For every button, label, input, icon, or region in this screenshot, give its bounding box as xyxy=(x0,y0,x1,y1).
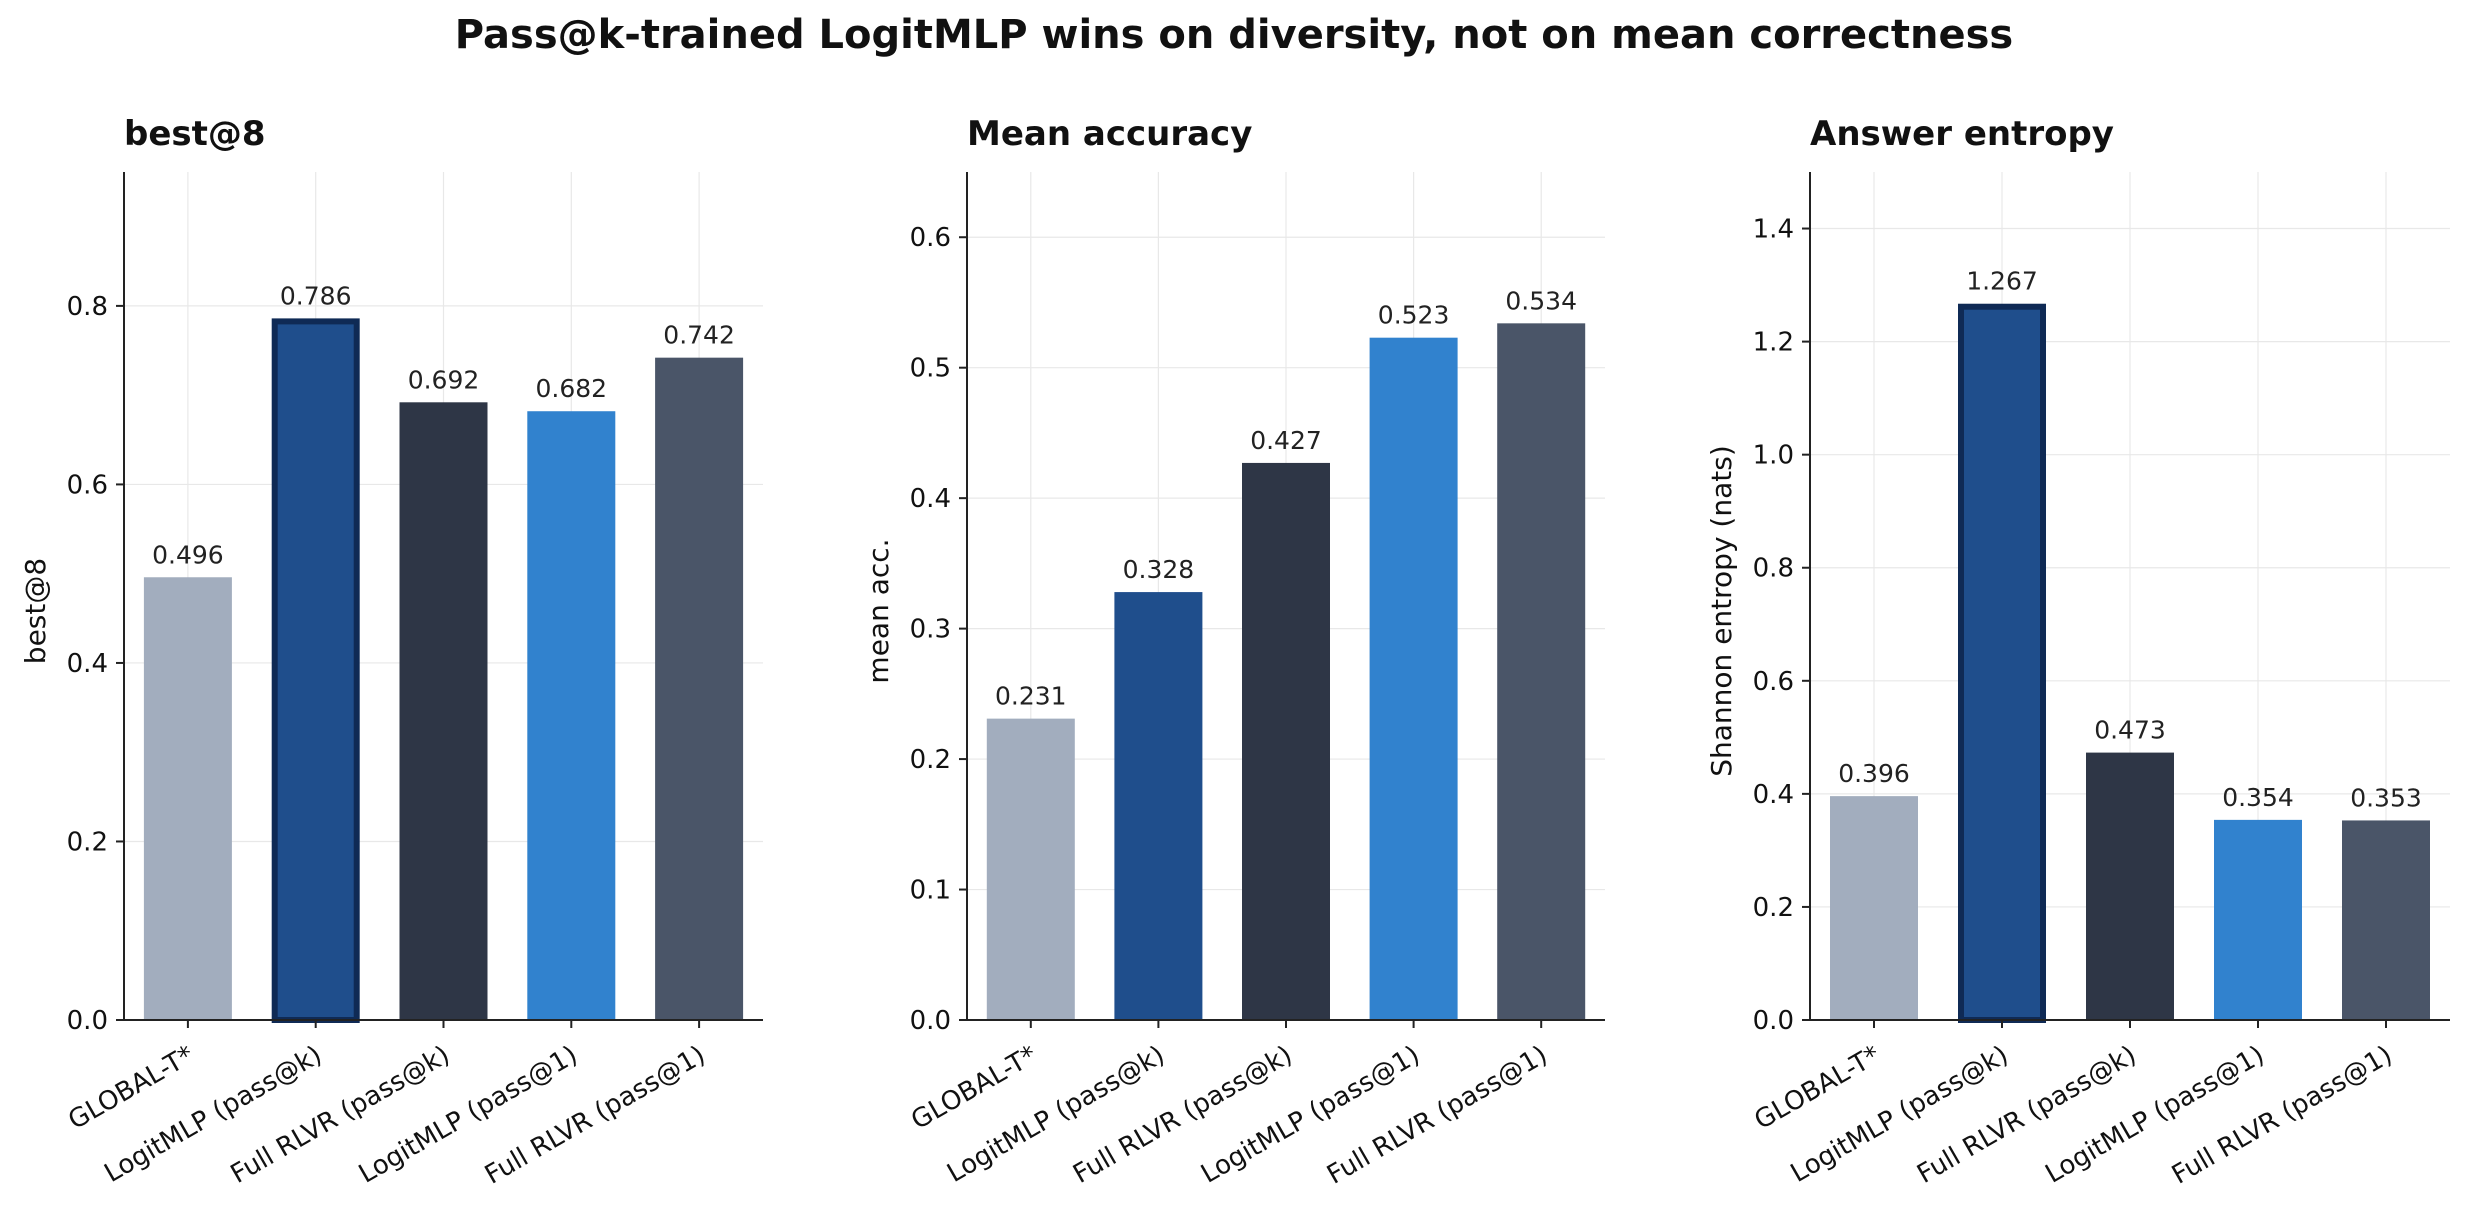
y-tick-label: 0.5 xyxy=(910,354,951,384)
y-tick-label: 0.0 xyxy=(1753,1006,1794,1036)
bar-value-label: 0.353 xyxy=(2350,783,2422,812)
bar-global-t xyxy=(1830,796,1918,1020)
x-tick-label: Full RLVR (pass@k) xyxy=(226,1040,455,1190)
y-tick-label: 0.0 xyxy=(67,1006,108,1036)
x-tick-label: Full RLVR (pass@1) xyxy=(480,1040,711,1190)
bar-full-rlvr-pass-1 xyxy=(1497,323,1586,1020)
bar-value-label: 0.427 xyxy=(1250,426,1322,455)
y-tick-label: 0.2 xyxy=(67,827,108,857)
bar-value-label: 0.523 xyxy=(1378,301,1450,330)
y-tick-label: 0.2 xyxy=(910,745,951,775)
bar-value-label: 0.396 xyxy=(1838,759,1910,788)
y-tick-label: 0.6 xyxy=(910,223,951,253)
panel-title: Mean accuracy xyxy=(967,114,1252,154)
x-tick-label: LogitMLP (pass@k) xyxy=(100,1040,328,1189)
bar-value-label: 0.354 xyxy=(2222,783,2294,812)
bar-global-t xyxy=(143,577,232,1020)
x-tick-label: Full RLVR (pass@k) xyxy=(1912,1040,2141,1190)
y-axis-label: mean acc. xyxy=(862,538,895,683)
x-tick-label: LogitMLP (pass@k) xyxy=(1786,1040,2014,1189)
bar-logitmlp-pass-k xyxy=(1958,303,2046,1023)
bar-logitmlp-pass-k xyxy=(271,318,360,1023)
figure-title: Pass@k-trained LogitMLP wins on diversit… xyxy=(454,12,2014,58)
x-tick-label: Full RLVR (pass@1) xyxy=(2167,1040,2398,1190)
y-tick-label: 0.6 xyxy=(1753,667,1794,697)
y-tick-label: 0.3 xyxy=(910,615,951,645)
y-tick-label: 1.0 xyxy=(1753,441,1794,471)
y-tick-label: 0.8 xyxy=(67,292,108,322)
bar-full-rlvr-pass-1 xyxy=(655,357,744,1020)
y-axis-label: best@8 xyxy=(19,558,52,664)
y-tick-label: 1.4 xyxy=(1753,215,1794,245)
x-tick-label: Full RLVR (pass@k) xyxy=(1068,1040,1297,1190)
panel-title: best@8 xyxy=(124,114,266,154)
y-tick-label: 0.8 xyxy=(1753,554,1794,584)
y-tick-label: 1.2 xyxy=(1753,328,1794,358)
bar-full-rlvr-pass-k xyxy=(2086,752,2174,1020)
y-tick-label: 0.2 xyxy=(1753,893,1794,923)
x-tick-label: LogitMLP (pass@1) xyxy=(2041,1040,2270,1190)
bar-value-label: 0.682 xyxy=(536,374,608,403)
bar-value-label: 0.473 xyxy=(2094,716,2166,745)
bar-full-rlvr-pass-k xyxy=(1242,462,1330,1021)
bar-value-label: 0.786 xyxy=(280,281,352,310)
bar-value-label: 0.496 xyxy=(152,540,224,569)
bar-global-t xyxy=(986,718,1075,1020)
bar-logitmlp-pass-k xyxy=(1114,592,1203,1020)
bar-logitmlp-pass-1 xyxy=(527,411,616,1021)
bar-value-label: 0.742 xyxy=(663,321,735,350)
y-tick-label: 0.4 xyxy=(1753,780,1794,810)
bar-value-label: 0.231 xyxy=(995,682,1067,711)
y-tick-label: 0.0 xyxy=(910,1006,951,1036)
y-tick-label: 0.4 xyxy=(910,484,951,514)
bar-logitmlp-pass-1 xyxy=(1369,337,1458,1020)
x-tick-label: LogitMLP (pass@k) xyxy=(942,1040,1170,1189)
bar-full-rlvr-pass-k xyxy=(399,402,488,1020)
x-tick-label: LogitMLP (pass@1) xyxy=(354,1040,583,1190)
bar-value-label: 0.534 xyxy=(1505,286,1577,315)
y-tick-label: 0.6 xyxy=(67,470,108,500)
panel-title: Answer entropy xyxy=(1810,114,2114,154)
bar-logitmlp-pass-1 xyxy=(2214,819,2302,1020)
bar-value-label: 0.328 xyxy=(1123,555,1195,584)
x-tick-label: LogitMLP (pass@1) xyxy=(1196,1040,1425,1190)
bar-value-label: 0.692 xyxy=(408,365,480,394)
bar-full-rlvr-pass-1 xyxy=(2342,820,2430,1020)
y-axis-label: Shannon entropy (nats) xyxy=(1705,445,1738,777)
x-tick-label: Full RLVR (pass@1) xyxy=(1322,1040,1553,1190)
bar-value-label: 1.267 xyxy=(1966,267,2038,296)
y-tick-label: 0.4 xyxy=(67,649,108,679)
y-tick-label: 0.1 xyxy=(910,876,951,906)
